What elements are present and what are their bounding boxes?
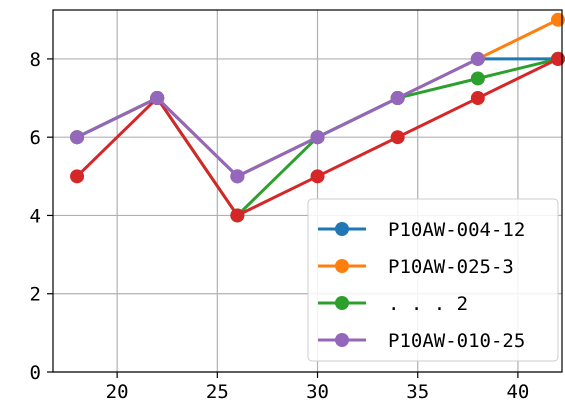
legend-label: P10AW-004-12 — [388, 219, 525, 241]
data-point — [70, 169, 85, 184]
data-point — [230, 208, 245, 223]
legend-swatch-marker — [335, 259, 349, 273]
plot-frame — [52, 9, 563, 373]
data-point — [550, 51, 565, 66]
y-tick-label: 4 — [30, 205, 41, 227]
series-line — [76, 57, 479, 178]
legend-label: P10AW-010-25 — [388, 330, 525, 352]
data-point — [150, 91, 165, 106]
legend-entry: . . . 2 — [318, 293, 468, 315]
x-tick-label: 35 — [406, 381, 429, 403]
legend-label: . . . 2 — [388, 293, 468, 315]
data-point — [550, 12, 565, 27]
data-point — [390, 130, 405, 145]
legend-entry: P10AW-010-25 — [318, 330, 525, 352]
legend: P10AW-004-12 P10AW-025-3 . . . 2 P10AW-010-… — [307, 198, 559, 362]
legend-entry: P10AW-004-12 — [318, 219, 525, 241]
axes: 20 25 30 35 40 0 2 4 6 8 — [30, 49, 530, 403]
data-point — [470, 91, 485, 106]
data-point — [310, 169, 325, 184]
data-point — [390, 91, 405, 106]
legend-swatch-marker — [335, 296, 349, 310]
data-point — [230, 169, 245, 184]
legend-box — [307, 198, 559, 362]
series-layer — [70, 12, 565, 223]
data-point — [470, 51, 485, 66]
legend-swatch-marker — [335, 222, 349, 236]
legend-swatch-marker — [335, 333, 349, 347]
y-tick-label: 8 — [30, 49, 41, 71]
x-tick-label: 20 — [106, 381, 129, 403]
x-tick-label: 30 — [306, 381, 329, 403]
x-tick-label: 40 — [506, 381, 529, 403]
y-tick-label: 6 — [30, 127, 41, 149]
y-tick-label: 2 — [30, 284, 41, 306]
y-tick-label: 0 — [30, 362, 41, 384]
x-tick-label: 25 — [206, 381, 229, 403]
data-point — [310, 130, 325, 145]
legend-entry: P10AW-025-3 — [318, 256, 514, 278]
legend-label: P10AW-025-3 — [388, 256, 514, 278]
data-point — [470, 71, 485, 86]
data-point — [70, 130, 85, 145]
series-4 — [70, 51, 485, 184]
